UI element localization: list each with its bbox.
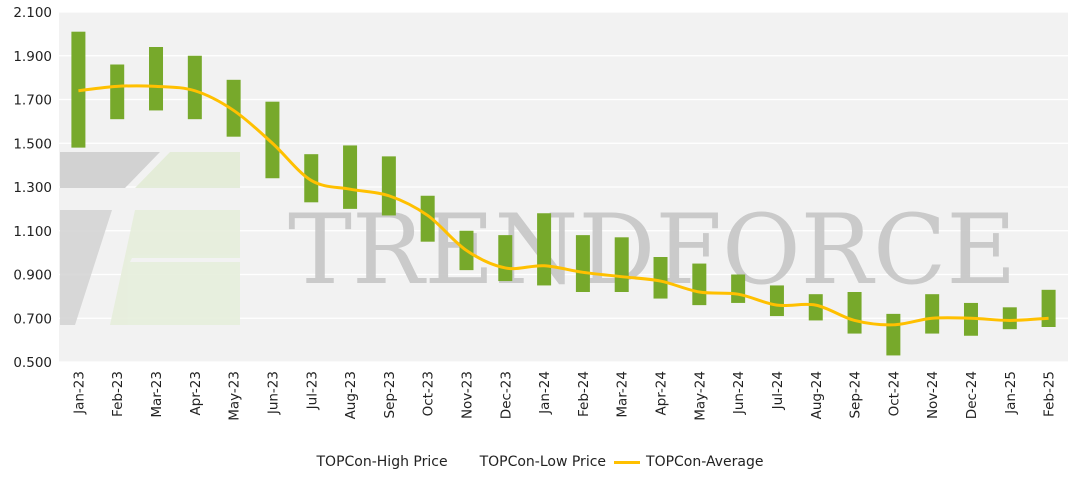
legend-label-low: TOPCon-Low Price (479, 454, 607, 470)
x-tick-label: Oct-24 (886, 371, 902, 416)
x-tick-label: May-23 (227, 371, 243, 421)
y-tick-label: 1.500 (13, 136, 52, 152)
watermark-text: TRENDFORCE (288, 194, 1016, 306)
range-bar (575, 235, 590, 292)
x-tick-label: Mar-23 (149, 371, 165, 418)
legend-item-low: TOPCon-Low Price (480, 454, 606, 470)
trendforce-watermark: TRENDFORCE (60, 152, 1016, 325)
y-axis-ticks: 0.500 0.700 0.900 1.100 1.300 1.500 1.700 1.900… (13, 5, 52, 371)
x-tick-label: Feb-24 (576, 371, 592, 417)
range-bar (381, 156, 396, 216)
x-tick-label: Jan-25 (1003, 371, 1019, 415)
trendforce-logo-icon (60, 152, 240, 325)
average-line (78, 84, 1049, 327)
x-tick-label: Jan-24 (537, 371, 553, 415)
x-tick-label: Jan-23 (71, 371, 87, 415)
x-tick-label: Jul-23 (304, 371, 320, 410)
range-bar (731, 274, 746, 303)
x-tick-label: Apr-23 (188, 371, 204, 416)
y-tick-label: 0.900 (13, 268, 52, 284)
x-tick-label: Nov-23 (459, 371, 475, 419)
range-bar (537, 213, 552, 286)
y-tick-label: 2.100 (13, 5, 52, 21)
y-tick-label: 1.900 (13, 49, 52, 65)
x-axis-ticks: Jan-23 Feb-23 Mar-23 Apr-23 May-23 Jun-23 Jul-… (71, 371, 1057, 421)
range-bar (1041, 289, 1056, 327)
range-bar (925, 294, 940, 334)
legend-item-avg: TOPCon-Average (614, 454, 763, 470)
range-bar (110, 64, 125, 120)
range-bar (1002, 307, 1017, 330)
x-tick-label: Dec-23 (498, 371, 514, 419)
x-tick-label: Feb-25 (1042, 371, 1058, 417)
x-tick-label: Aug-23 (343, 371, 359, 419)
y-tick-label: 0.500 (13, 355, 52, 371)
legend-item-high: TOPCon-High Price (317, 454, 448, 470)
x-tick-label: Nov-24 (925, 371, 941, 419)
range-bar (187, 55, 202, 120)
range-bar (265, 101, 280, 179)
range-bar (886, 313, 901, 356)
x-tick-label: Jul-24 (770, 371, 786, 410)
y-tick-label: 1.300 (13, 180, 52, 196)
x-tick-label: Aug-24 (809, 371, 825, 419)
range-bar (149, 47, 164, 111)
range-bar (614, 237, 629, 292)
x-tick-label: Apr-24 (654, 371, 670, 416)
range-bar (769, 285, 784, 317)
legend-label-high: TOPCon-High Price (316, 454, 448, 470)
x-tick-label: Jun-23 (265, 371, 281, 415)
range-bar (653, 257, 668, 299)
legend-label-avg: TOPCon-Average (646, 454, 764, 470)
range-bar (420, 195, 435, 242)
x-tick-label: Feb-23 (110, 371, 126, 417)
range-bar (304, 154, 319, 203)
x-tick-label: Mar-24 (615, 371, 631, 418)
x-tick-label: May-24 (692, 371, 708, 421)
range-bar (498, 235, 513, 282)
legend-swatch-avg (614, 460, 641, 464)
x-tick-label: Sep-24 (848, 371, 864, 419)
y-tick-label: 1.100 (13, 224, 52, 240)
y-tick-label: 0.700 (13, 311, 52, 327)
x-tick-label: Dec-24 (964, 371, 980, 419)
x-tick-label: Oct-23 (421, 371, 437, 416)
range-bar (692, 263, 707, 306)
range-bar (808, 294, 823, 321)
y-tick-label: 1.700 (13, 93, 52, 109)
x-tick-label: Sep-23 (382, 371, 398, 419)
legend: TOPCon-High Price TOPCon-Low Price TOPCo… (0, 454, 1080, 470)
range-bar (847, 292, 862, 334)
range-bar (343, 145, 358, 209)
x-tick-label: Jun-24 (731, 371, 747, 415)
range-bar (226, 79, 241, 137)
